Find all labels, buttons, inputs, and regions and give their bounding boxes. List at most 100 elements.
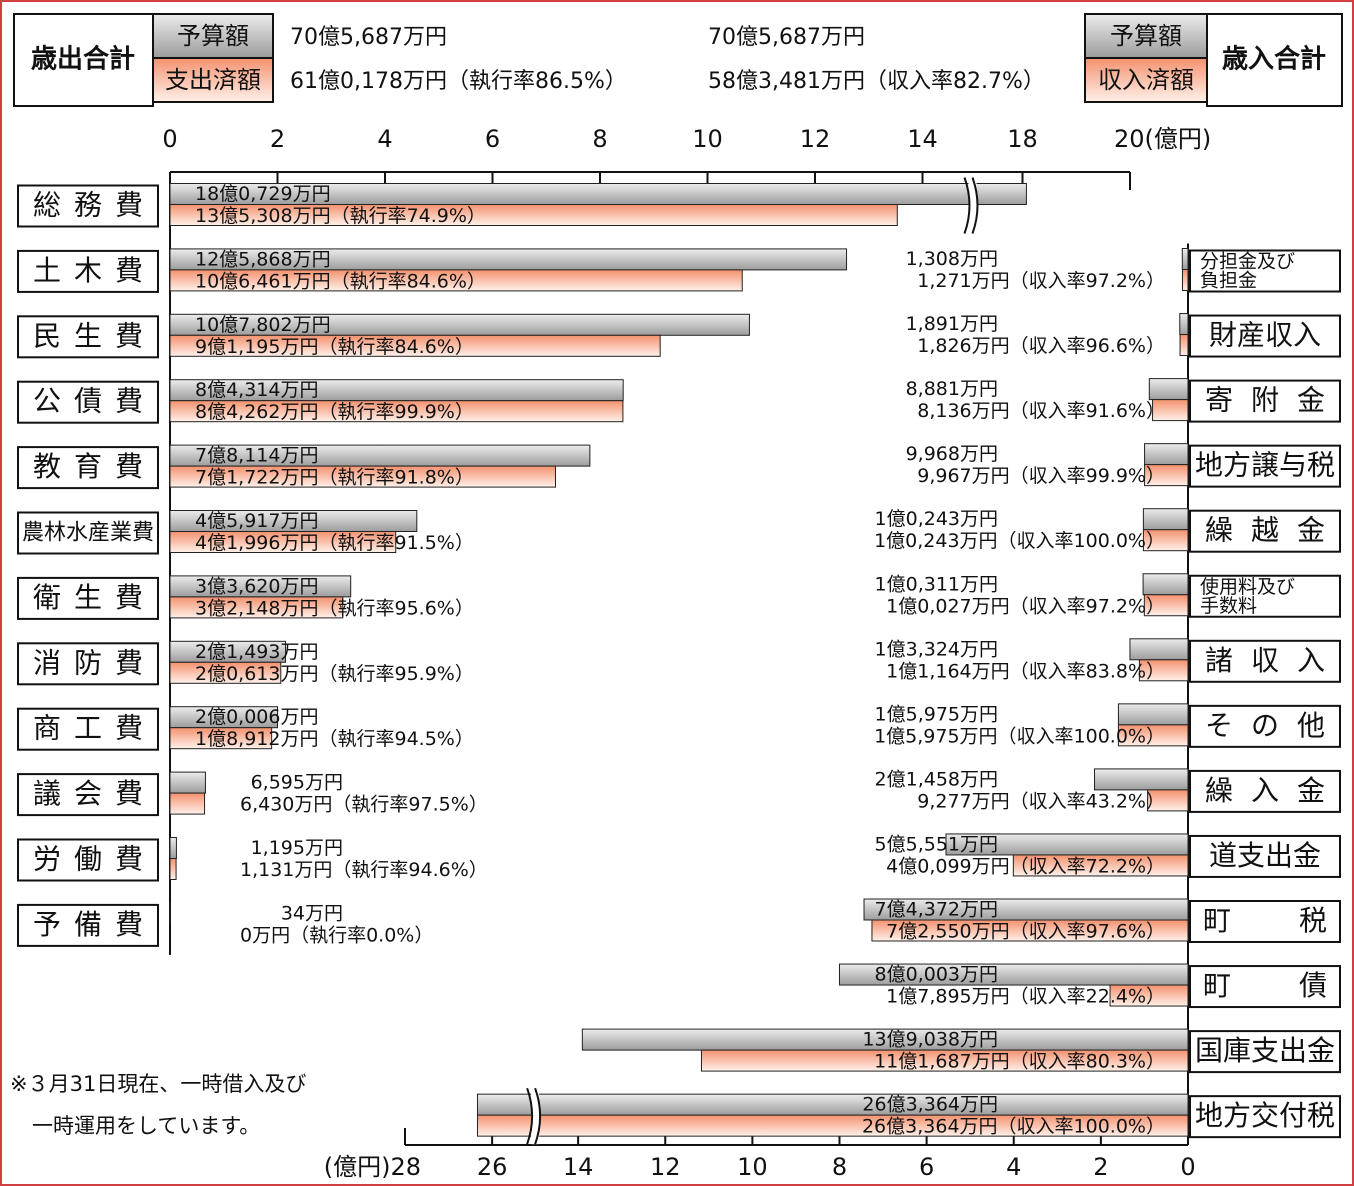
category-box	[1189, 1030, 1341, 1074]
total-spent: 61億0,178万円（執行率86.5%）	[290, 69, 627, 94]
total-budget: 70億5,687万円	[708, 25, 865, 50]
bar	[1144, 443, 1189, 466]
x-tick-label: 20(億円)	[1114, 125, 1211, 153]
category-label: 分担金及び負担金	[1200, 250, 1295, 291]
value-label: 8億4,314万円	[195, 379, 318, 401]
total-budget: 70億5,687万円	[290, 25, 447, 50]
x-tick-label: 14	[563, 1153, 594, 1181]
value-label: 1,195万円	[251, 837, 343, 859]
value-label: 26億3,364万円	[862, 1094, 998, 1116]
category-box	[1189, 639, 1341, 683]
category-label: 土木費	[33, 254, 143, 287]
category-label: その他	[1205, 709, 1325, 742]
bar	[476, 1093, 1189, 1116]
value-label: 7億2,550万円（収入率97.6%）	[886, 921, 1165, 943]
value-label: 8,881万円	[906, 378, 998, 400]
value-label: 2億1,493万円	[195, 641, 318, 663]
category-label: 教育費	[33, 450, 143, 483]
chart-title: 歳入合計	[1222, 44, 1326, 75]
legend-label: 収入済額	[1098, 66, 1194, 94]
value-label: 4億5,917万円	[195, 510, 318, 532]
note: ※３月31日現在、一時借入及び	[10, 1072, 306, 1096]
category-label: 民生費	[33, 319, 143, 352]
bar	[1094, 768, 1189, 791]
category-label: 財産収入	[1209, 319, 1321, 352]
break-gap	[968, 177, 977, 234]
bar	[1117, 703, 1189, 726]
value-label: 8億0,003万円	[875, 964, 998, 986]
chart-title: 歳出合計	[31, 44, 135, 75]
break-mark	[526, 1087, 534, 1145]
legend-box	[152, 57, 274, 103]
category-box	[17, 642, 159, 686]
x-tick-label: 12	[650, 1153, 681, 1181]
bar	[169, 465, 557, 488]
value-label: 8,136万円（収入率91.6%）	[917, 400, 1165, 422]
bar	[1142, 508, 1189, 531]
value-label: 6,430万円（執行率97.5%）	[240, 794, 488, 816]
x-tick-label: 4	[1006, 1153, 1021, 1181]
category-box	[17, 707, 159, 751]
bar	[1148, 378, 1189, 401]
category-label: 寄附金	[1205, 384, 1325, 417]
category-label: 諸収入	[1205, 644, 1325, 677]
bar	[169, 204, 898, 226]
category-label: 使用料及び手数料	[1200, 575, 1295, 616]
category-box	[17, 903, 159, 947]
category-box	[17, 380, 159, 424]
category-box	[17, 773, 159, 817]
value-label: 1億0,311万円	[875, 573, 998, 595]
category-box	[17, 249, 159, 293]
category-label: 農林水産業費	[22, 521, 154, 546]
value-label: 9,968万円	[906, 443, 998, 465]
value-label: 1,271万円（収入率97.2%）	[917, 270, 1165, 292]
x-tick-label: 0	[1180, 1153, 1195, 1181]
category-label: 繰入金	[1205, 774, 1325, 807]
value-label: 13億9,038万円	[862, 1029, 998, 1051]
value-label: 2億1,458万円	[875, 768, 998, 790]
value-label: 2億0,613万円（執行率95.9%）	[195, 663, 474, 685]
category-label: 道支出金	[1209, 839, 1321, 872]
bar	[169, 837, 177, 859]
bar	[871, 919, 1189, 942]
break-mark	[534, 1087, 542, 1145]
bar	[1012, 854, 1189, 877]
value-label: 34万円	[281, 902, 343, 924]
category-box	[1189, 769, 1341, 813]
x-tick-label: 10	[692, 125, 723, 153]
bar	[1152, 399, 1189, 422]
x-tick-label: 6	[485, 125, 500, 153]
title-box	[1206, 13, 1343, 107]
value-label: 11億1,687万円（収入率80.3%）	[874, 1051, 1165, 1073]
category-label: 総務費	[33, 189, 143, 222]
value-label: 9億1,195万円（執行率84.6%）	[195, 336, 474, 358]
break-gap	[531, 1088, 540, 1145]
x-tick-label: (億円)28	[324, 1153, 421, 1181]
x-tick-label: 0	[162, 125, 177, 153]
bar	[1117, 724, 1189, 747]
total-received: 58億3,481万円（収入率82.7%）	[708, 69, 1045, 94]
category-box	[1189, 704, 1341, 748]
value-label: 4億1,996万円（執行率91.5%）	[195, 532, 474, 554]
value-label: 7億1,722万円（執行率91.8%）	[195, 467, 474, 489]
bar	[700, 1049, 1189, 1072]
value-label: 1億0,243万円	[875, 508, 998, 530]
category-label: 予備費	[33, 908, 143, 941]
value-label: 8億4,262万円（執行率99.9%）	[195, 401, 474, 423]
note: 一時運用をしています。	[32, 1114, 260, 1138]
value-label: 7億4,372万円	[875, 899, 998, 921]
value-label: 3億3,620万円	[195, 575, 318, 597]
legend-box	[1084, 57, 1208, 103]
break-mark	[971, 177, 979, 234]
bar	[169, 858, 177, 880]
category-label: 公債費	[33, 385, 143, 418]
category-box	[1189, 379, 1341, 423]
bar	[169, 771, 206, 794]
bar	[169, 661, 282, 684]
category-box	[1189, 900, 1341, 943]
x-tick-label: 6	[919, 1153, 934, 1181]
category-box	[1189, 444, 1341, 488]
x-tick-label: 18	[1007, 125, 1038, 153]
legend-box	[1084, 13, 1208, 59]
value-label: 10億6,461万円（執行率84.6%）	[195, 270, 486, 292]
